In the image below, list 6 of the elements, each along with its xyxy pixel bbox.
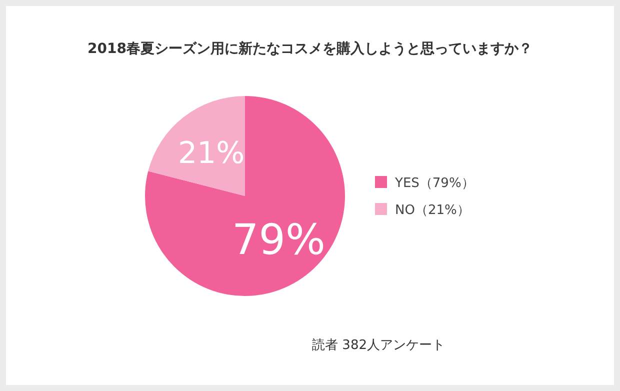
data-label: 21% (178, 136, 245, 172)
text: 読者 382人アンケート (312, 338, 445, 353)
legend-label: YES（79%） (394, 176, 474, 191)
data-label: 79% (232, 215, 326, 264)
chart-title: 2018春夏シーズン用に新たなコスメを購入しようと思っていますか？ (88, 40, 532, 57)
legend-label: NO（21%） (395, 203, 470, 218)
